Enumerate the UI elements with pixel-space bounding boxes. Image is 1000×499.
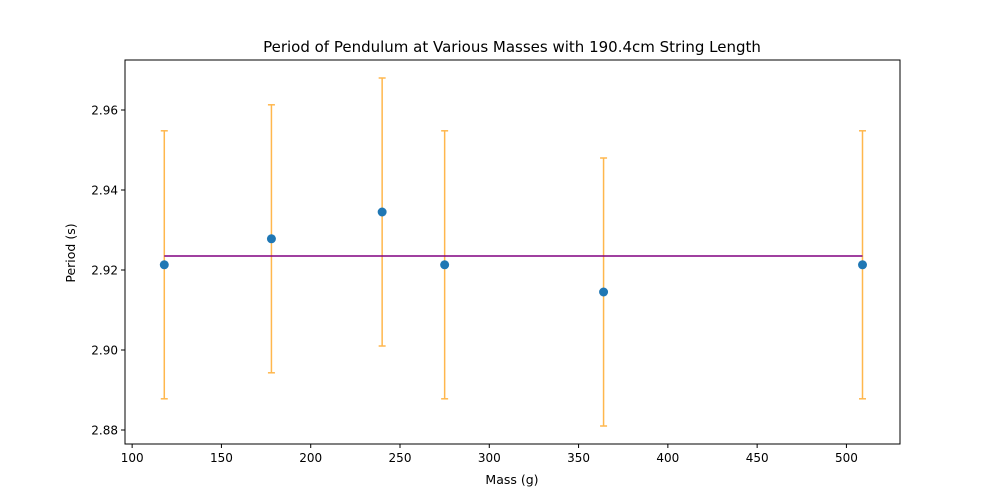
- y-tick-label: 2.96: [91, 104, 118, 118]
- x-tick-label: 500: [835, 451, 858, 465]
- data-point: [599, 287, 609, 297]
- y-axis-label: Period (s): [63, 223, 78, 282]
- x-axis-label: Mass (g): [485, 472, 538, 487]
- y-tick-label: 2.94: [91, 184, 118, 198]
- x-tick-label: 150: [210, 451, 233, 465]
- data-point: [377, 207, 387, 217]
- plot-area: 100 150 200 250 300 350 400 450 500 2.88 2.90 2.92 2…: [91, 59, 901, 465]
- x-tick-label: 350: [567, 451, 590, 465]
- x-tick-label: 250: [389, 451, 412, 465]
- data-point: [159, 260, 169, 270]
- x-tick-label: 450: [746, 451, 769, 465]
- x-tick-label: 400: [656, 451, 679, 465]
- x-tick-label: 200: [299, 451, 322, 465]
- y-tick-label: 2.90: [91, 344, 118, 358]
- chart-title: Period of Pendulum at Various Masses wit…: [263, 38, 761, 56]
- data-point: [858, 260, 867, 270]
- y-tick-label: 2.92: [91, 264, 118, 278]
- y-tick-label: 2.88: [91, 424, 118, 438]
- axes-frame: [124, 59, 901, 445]
- x-tick-label: 100: [121, 451, 144, 465]
- x-tick-label: 300: [478, 451, 501, 465]
- data-point: [440, 260, 450, 270]
- data-point: [266, 234, 276, 244]
